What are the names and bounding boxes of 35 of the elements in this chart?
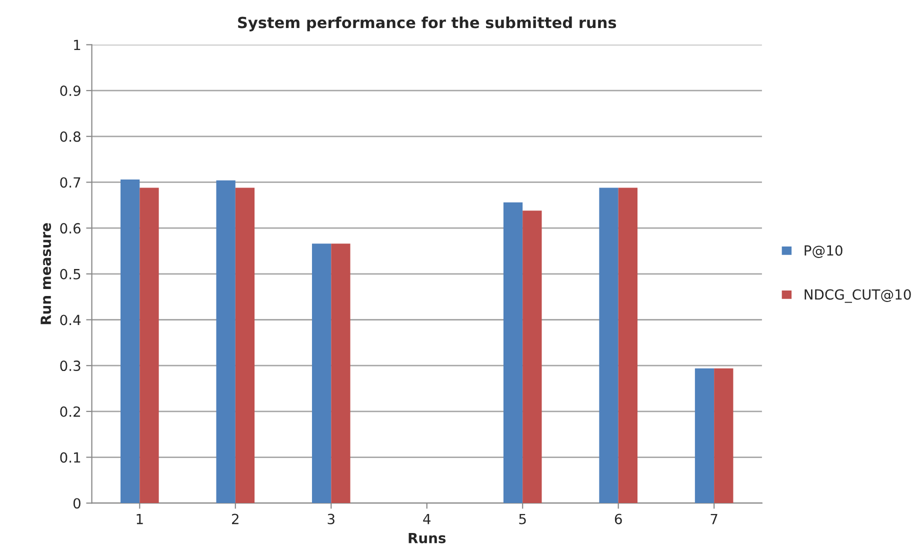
x-axis-title: Runs bbox=[408, 532, 446, 544]
bar bbox=[235, 188, 255, 504]
x-tick-label: 7 bbox=[710, 514, 718, 524]
x-tick-label: 1 bbox=[136, 514, 143, 524]
y-tick-label: 0.4 bbox=[60, 314, 81, 326]
chart-title: System performance for the submitted runs bbox=[238, 16, 616, 32]
y-tick-label: 0.7 bbox=[60, 177, 80, 188]
y-tick-label: 1 bbox=[74, 40, 80, 50]
y-tick-label: 0.6 bbox=[60, 223, 81, 234]
y-tick-label: 0.2 bbox=[60, 406, 80, 417]
y-tick-label: 0.5 bbox=[60, 268, 80, 280]
bar bbox=[140, 188, 159, 504]
bar bbox=[120, 179, 140, 504]
bar bbox=[694, 368, 714, 504]
y-axis-title: Run measure bbox=[40, 223, 52, 324]
bar bbox=[216, 180, 236, 504]
y-tick-label: 0.1 bbox=[60, 452, 80, 463]
bar bbox=[522, 210, 542, 504]
y-tick-label: 0.8 bbox=[60, 131, 80, 142]
bar bbox=[331, 244, 350, 504]
y-tick-label: 0.9 bbox=[60, 86, 80, 96]
legend-label: P@10 bbox=[804, 245, 842, 258]
bar bbox=[618, 188, 638, 504]
bar bbox=[714, 368, 734, 504]
x-tick-label: 4 bbox=[423, 514, 431, 524]
x-tick-label: 2 bbox=[232, 514, 238, 524]
y-tick-label: 0 bbox=[73, 498, 80, 509]
x-tick-label: 6 bbox=[614, 514, 622, 524]
legend-label: NDCG_CUT@10 bbox=[804, 289, 911, 303]
bar bbox=[312, 244, 332, 504]
y-tick-label: 0.3 bbox=[60, 360, 80, 372]
x-tick-label: 5 bbox=[519, 514, 526, 524]
bar bbox=[503, 202, 523, 504]
x-tick-label: 3 bbox=[328, 514, 334, 524]
bar bbox=[599, 188, 618, 504]
